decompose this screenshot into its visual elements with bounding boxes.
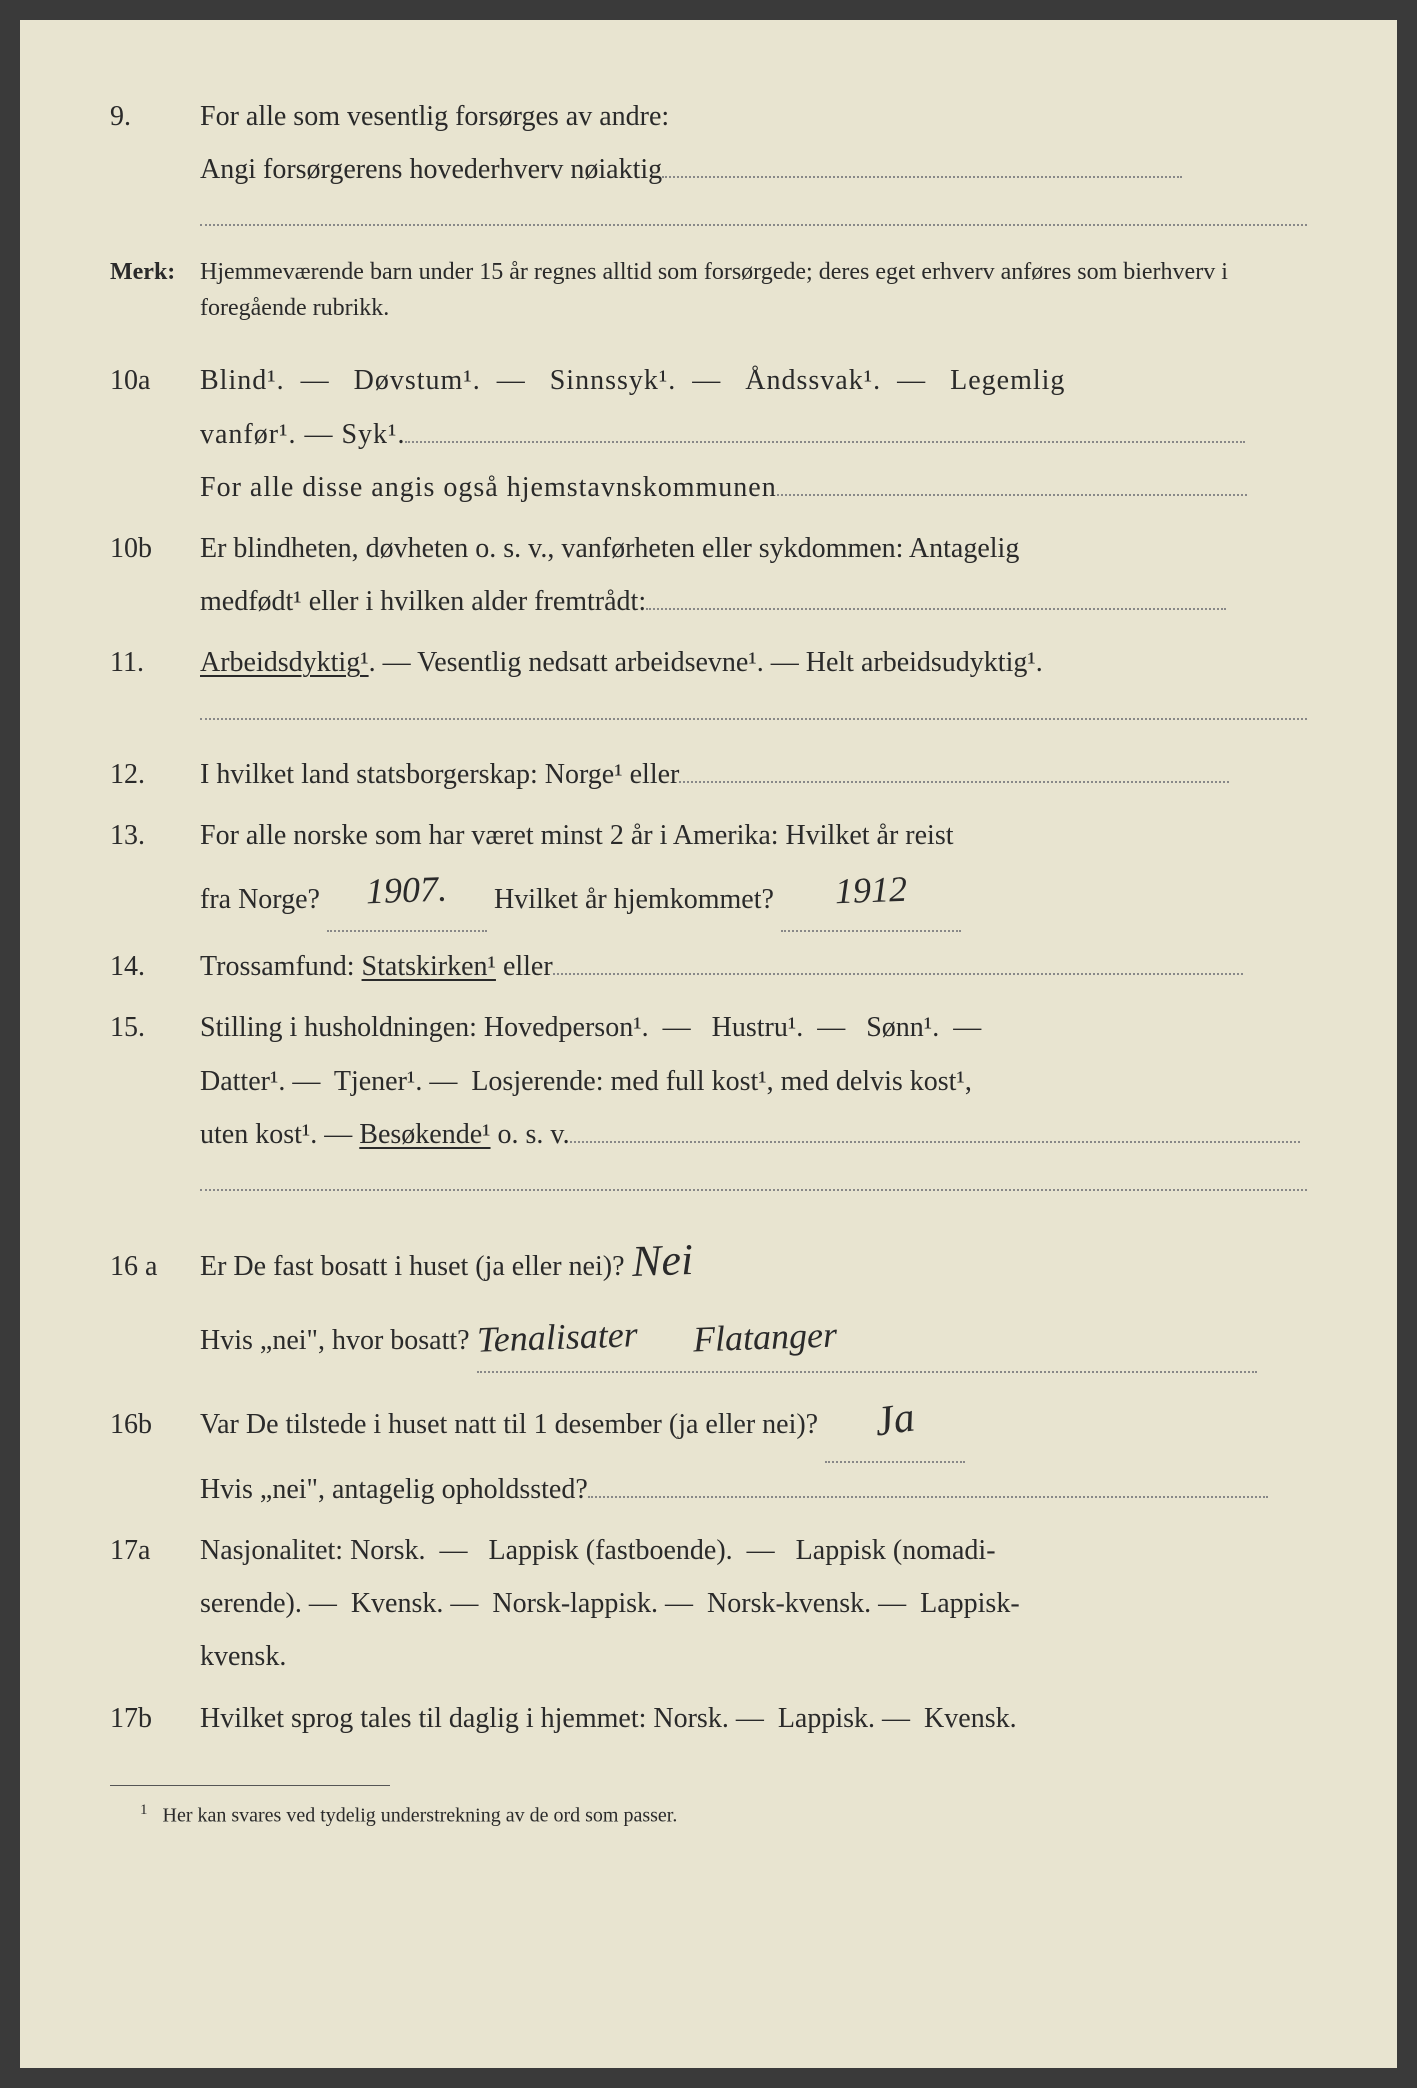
merk-text: Hjemmeværende barn under 15 år regnes al… xyxy=(200,254,1307,326)
q16b-line1: Var De tilstede i huset natt til 1 desem… xyxy=(200,1381,1307,1463)
question-10b: 10b Er blindheten, døvheten o. s. v., va… xyxy=(110,522,1307,628)
q16b-handwritten-ja: Ja xyxy=(870,1379,920,1464)
q9-content: For alle som vesentlig forsørges av andr… xyxy=(200,90,1307,196)
q11-content: Arbeidsdyktig¹. — Vesentlig nedsatt arbe… xyxy=(200,636,1307,689)
question-17a: 17a Nasjonalitet: Norsk. — Lappisk (fast… xyxy=(110,1524,1307,1684)
q15-extra-line[interactable] xyxy=(200,1189,1307,1191)
q16a-handwritten-nei: Nei xyxy=(630,1218,694,1304)
q16b-line2: Hvis „nei", antagelig opholdssted? xyxy=(200,1463,1307,1516)
q13-blank-a[interactable]: 1907. xyxy=(327,862,487,932)
q14-content: Trossamfund: Statskirken¹ eller xyxy=(200,940,1307,993)
q9-number: 9. xyxy=(110,90,200,143)
census-form-page: 9. For alle som vesentlig forsørges av a… xyxy=(20,20,1397,2068)
question-13: 13. For alle norske som har været minst … xyxy=(110,809,1307,933)
q17b-content: Hvilket sprog tales til daglig i hjemmet… xyxy=(200,1692,1307,1745)
q13-line2: fra Norge? 1907. Hvilket år hjemkommet? … xyxy=(200,862,1307,932)
q10b-line1: Er blindheten, døvheten o. s. v., vanfør… xyxy=(200,522,1307,575)
q16b-number: 16b xyxy=(110,1398,200,1451)
question-14: 14. Trossamfund: Statskirken¹ eller xyxy=(110,940,1307,993)
q16a-line2: Hvis „nei", hvor bosatt? Tenalisater Fla… xyxy=(200,1303,1307,1373)
q16a-handwritten-place1: Tenalisater xyxy=(475,1300,638,1374)
q10a-blank2[interactable] xyxy=(777,472,1247,496)
q14-number: 14. xyxy=(110,940,200,993)
footnote: 1 Her kan svares ved tydelig understrekn… xyxy=(110,1796,1307,1835)
q10a-line3: For alle disse angis også hjemstavnskomm… xyxy=(200,461,1307,514)
q10b-content: Er blindheten, døvheten o. s. v., vanfør… xyxy=(200,522,1307,628)
q16b-answer1[interactable]: Ja xyxy=(825,1381,965,1463)
q10b-line2: medfødt¹ eller i hvilken alder fremtrådt… xyxy=(200,575,1307,628)
q9-line2: Angi forsørgerens hovederhverv nøiaktig xyxy=(200,143,1307,196)
q16a-blank2[interactable]: Tenalisater Flatanger xyxy=(477,1303,1257,1373)
question-16b: 16b Var De tilstede i huset natt til 1 d… xyxy=(110,1381,1307,1516)
q15-number: 15. xyxy=(110,1001,200,1054)
q10a-number: 10a xyxy=(110,354,200,407)
merk-label: Merk: xyxy=(110,254,200,326)
q16a-answer1[interactable]: Nei xyxy=(632,1219,832,1303)
q16b-blank2[interactable] xyxy=(588,1474,1268,1498)
q13-number: 13. xyxy=(110,809,200,862)
footnote-text: Her kan svares ved tydelig understreknin… xyxy=(163,1804,678,1826)
q16a-content: Er De fast bosatt i huset (ja eller nei)… xyxy=(200,1219,1307,1373)
q11-opt1-underlined: Arbeidsdyktig¹ xyxy=(200,647,369,678)
q12-number: 12. xyxy=(110,748,200,801)
q17a-line3: kvensk. xyxy=(200,1630,1307,1683)
question-9: 9. For alle som vesentlig forsørges av a… xyxy=(110,90,1307,196)
q12-content: I hvilket land statsborgerskap: Norge¹ e… xyxy=(200,748,1307,801)
q11-number: 11. xyxy=(110,636,200,689)
q10a-content: Blind¹. — Døvstum¹. — Sinnssyk¹. — Åndss… xyxy=(200,354,1307,514)
q10b-number: 10b xyxy=(110,522,200,575)
q12-blank[interactable] xyxy=(679,759,1229,783)
q16b-content: Var De tilstede i huset natt til 1 desem… xyxy=(200,1381,1307,1516)
question-15: 15. Stilling i husholdningen: Hovedperso… xyxy=(110,1001,1307,1161)
q13-content: For alle norske som har været minst 2 år… xyxy=(200,809,1307,933)
q10a-blank1[interactable] xyxy=(405,419,1245,443)
q16a-handwritten-place2: Flatanger xyxy=(692,1300,838,1373)
q15-underlined: Besøkende¹ xyxy=(359,1119,490,1150)
q9-extra-line[interactable] xyxy=(200,224,1307,226)
q10b-blank[interactable] xyxy=(646,586,1226,610)
note-merk: Merk: Hjemmeværende barn under 15 år reg… xyxy=(110,254,1307,326)
question-10a: 10a Blind¹. — Døvstum¹. — Sinnssyk¹. — Å… xyxy=(110,354,1307,514)
footnote-rule xyxy=(110,1785,390,1786)
question-17b: 17b Hvilket sprog tales til daglig i hje… xyxy=(110,1692,1307,1745)
q16a-number: 16 a xyxy=(110,1240,200,1293)
q14-underlined: Statskirken¹ xyxy=(362,951,496,982)
q13-blank-b[interactable]: 1912 xyxy=(781,862,961,932)
q15-line1: Stilling i husholdningen: Hovedperson¹. … xyxy=(200,1001,1307,1054)
q15-content: Stilling i husholdningen: Hovedperson¹. … xyxy=(200,1001,1307,1161)
q11-extra-line[interactable] xyxy=(200,718,1307,720)
question-16a: 16 a Er De fast bosatt i huset (ja eller… xyxy=(110,1219,1307,1373)
q10a-line2: vanfør¹. — Syk¹. xyxy=(200,408,1307,461)
q10a-line1: Blind¹. — Døvstum¹. — Sinnssyk¹. — Åndss… xyxy=(200,354,1307,407)
q16a-line1: Er De fast bosatt i huset (ja eller nei)… xyxy=(200,1219,1307,1303)
q9-line1: For alle som vesentlig forsørges av andr… xyxy=(200,90,1307,143)
q13-line1: For alle norske som har været minst 2 år… xyxy=(200,809,1307,862)
q14-blank[interactable] xyxy=(553,951,1243,975)
q17a-content: Nasjonalitet: Norsk. — Lappisk (fastboen… xyxy=(200,1524,1307,1684)
q13-handwritten-year-left: 1907. xyxy=(365,854,448,925)
footnote-sup: 1 xyxy=(140,1802,148,1818)
q15-blank[interactable] xyxy=(570,1119,1300,1143)
q17b-number: 17b xyxy=(110,1692,200,1745)
q9-blank[interactable] xyxy=(662,154,1182,178)
q13-handwritten-year-right: 1912 xyxy=(834,855,908,926)
q15-line3: uten kost¹. — Besøkende¹ o. s. v. xyxy=(200,1108,1307,1161)
q17a-line1: Nasjonalitet: Norsk. — Lappisk (fastboen… xyxy=(200,1524,1307,1577)
q17a-number: 17a xyxy=(110,1524,200,1577)
q17a-line2: serende). — Kvensk. — Norsk-lappisk. — N… xyxy=(200,1577,1307,1630)
q15-line2: Datter¹. — Tjener¹. — Losjerende: med fu… xyxy=(200,1055,1307,1108)
question-12: 12. I hvilket land statsborgerskap: Norg… xyxy=(110,748,1307,801)
question-11: 11. Arbeidsdyktig¹. — Vesentlig nedsatt … xyxy=(110,636,1307,689)
